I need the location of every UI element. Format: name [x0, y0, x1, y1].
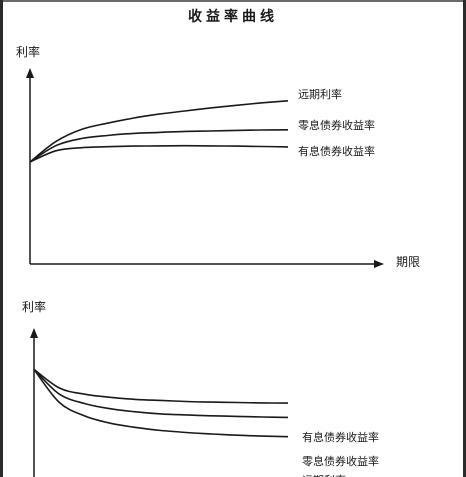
chart2-y-axis-label: 利率: [22, 299, 46, 314]
figure-title: 收益率曲线: [188, 9, 278, 25]
chart1-x-axis-arrow-icon: [374, 260, 384, 268]
frame-right-border: [463, 0, 466, 477]
chart1-x-axis-label: 期限: [396, 255, 420, 269]
chart2-series-label-3: 远期利率: [302, 473, 346, 477]
chart2-y-axis-arrow-icon: [30, 328, 38, 338]
chart2-series-label-2: 零息债券收益率: [302, 454, 379, 468]
frame-left-border: [0, 0, 3, 477]
chart1-series-line-2: [29, 129, 289, 163]
chart1-series-line-3: [29, 144, 289, 163]
chart1-y-axis-label: 利率: [16, 44, 40, 59]
chart1-series-label-2: 零息债券收益率: [298, 118, 375, 132]
chart1-series-label-1: 远期利率: [298, 87, 342, 101]
chart1-y-axis-arrow-icon: [26, 68, 34, 78]
chart2-series-line-1: [33, 368, 289, 404]
chart2-series-label-1: 有息债券收益率: [302, 430, 379, 444]
chart2-series-line-3: [33, 368, 289, 438]
chart2-series-line-2: [33, 368, 289, 419]
frame-top-border: [0, 0, 466, 2]
chart1-series-line-1: [29, 100, 289, 163]
chart1-series-label-3: 有息债券收益率: [298, 144, 375, 158]
